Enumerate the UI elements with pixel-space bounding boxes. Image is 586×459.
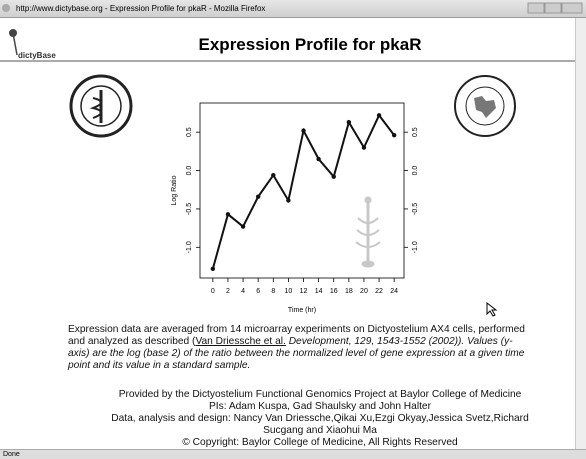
y-axis-label: Log Ratio (171, 175, 178, 205)
data-point (362, 145, 366, 149)
x-axis-label: Time (hr) (288, 307, 316, 314)
close-button[interactable] (562, 3, 582, 13)
data-point (226, 212, 230, 216)
x-tick-label: 20 (360, 288, 368, 295)
y-tick-label: -0.5 (412, 203, 419, 215)
citation: Development, 129, 1543-1552 (2002)). (286, 336, 464, 347)
credit-line: PIs: Adam Kuspa, Gad Shaulsky and John H… (60, 401, 580, 413)
status-bar: Done (0, 449, 586, 459)
reference-link[interactable]: Van Driessche et al. (195, 336, 285, 347)
x-tick-label: 24 (390, 288, 398, 295)
description: Expression data are averaged from 14 mic… (68, 324, 528, 372)
x-tick-label: 2 (226, 288, 230, 295)
data-point (392, 133, 396, 137)
data-point (301, 128, 305, 132)
genomics-seal (452, 68, 518, 144)
x-tick-label: 10 (285, 288, 293, 295)
credit-line: Sucgang and Xiaohui Ma (60, 425, 580, 437)
data-point (332, 174, 336, 178)
minimize-button[interactable] (528, 3, 544, 13)
data-point (211, 267, 215, 271)
window-icon (2, 4, 10, 12)
data-point (271, 173, 275, 177)
x-tick-label: 6 (256, 288, 260, 295)
x-tick-label: 22 (375, 288, 383, 295)
data-point (316, 157, 320, 161)
x-tick-label: 16 (330, 288, 338, 295)
x-tick-label: 12 (300, 288, 308, 295)
y-tick-label: 0.0 (186, 166, 193, 176)
y-tick-label: -1.0 (412, 241, 419, 253)
credit-line: Provided by the Dictyostelium Functional… (60, 389, 580, 401)
x-tick-label: 14 (315, 288, 323, 295)
x-tick-label: 18 (345, 288, 353, 295)
maximize-button[interactable] (545, 3, 561, 13)
mouse-cursor (486, 302, 498, 318)
data-point (347, 120, 351, 124)
header: dictyBase Expression Profile for pkaR (0, 0, 586, 70)
page-title: Expression Profile for pkaR (199, 35, 422, 54)
baylor-seal (68, 68, 134, 144)
credits: Provided by the Dictyostelium Functional… (60, 389, 580, 449)
y-tick-label: -0.5 (186, 203, 193, 215)
logo[interactable]: dictyBase (18, 51, 56, 60)
x-tick-label: 4 (241, 288, 245, 295)
data-point (256, 194, 260, 198)
credit-line: Data, analysis and design: Nancy Van Dri… (60, 413, 580, 425)
credit-line: © Copyright: Baylor College of Medicine,… (60, 437, 580, 449)
x-tick-label: 0 (211, 288, 215, 295)
status-text: Done (3, 451, 20, 458)
data-point (377, 113, 381, 117)
data-point (286, 198, 290, 202)
x-tick-label: 8 (271, 288, 275, 295)
y-tick-label: 0.5 (412, 127, 419, 137)
browser-window: http://www.dictybase.org - Expression Pr… (0, 0, 586, 459)
y-tick-label: -1.0 (186, 241, 193, 253)
data-point (241, 224, 245, 228)
y-tick-label: 0.0 (412, 166, 419, 176)
y-tick-label: 0.5 (186, 127, 193, 137)
scrollbar[interactable] (575, 18, 586, 449)
